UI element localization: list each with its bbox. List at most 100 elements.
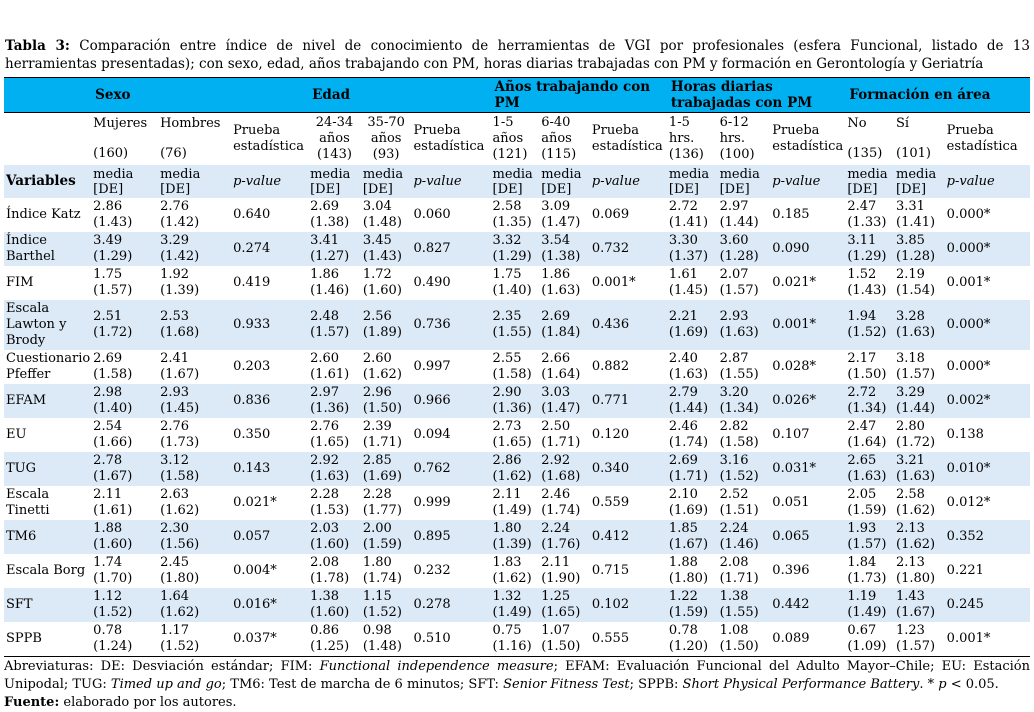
mean-sd-cell: 2.13 (1.62) <box>894 520 945 554</box>
cell-line: (1.69) <box>362 469 402 484</box>
cell-line: 2.76 <box>160 419 190 434</box>
cell-line: (1.71) <box>362 435 402 450</box>
column-header-line: 24-34 <box>315 115 354 130</box>
p-value-cell: 0.138 <box>945 418 1030 452</box>
mean-sd-cell: 1.84 (1.73) <box>845 554 894 588</box>
variable-name-line: FIM <box>6 275 34 290</box>
mean-sd-cell: 3.09 (1.47) <box>539 198 590 232</box>
media-de-line: [DE] <box>362 181 393 197</box>
column-header: Prueba estadística <box>231 113 308 166</box>
p-value-cell: 0.933 <box>231 300 308 350</box>
variable-name: TUG <box>4 452 91 486</box>
column-header: 35-70 años (93) <box>361 113 412 166</box>
cell-line: 0.836 <box>233 393 271 408</box>
cell-line: 2.66 <box>541 351 571 366</box>
cell-line: 1.93 <box>847 521 877 536</box>
p-value-cell: 0.715 <box>590 554 667 588</box>
cell-line: 0.86 <box>310 623 340 638</box>
p-value-cell: 0.031* <box>770 452 845 486</box>
p-value-cell: 0.771 <box>590 384 667 418</box>
mean-sd-cell: 1.88 (1.60) <box>91 520 158 554</box>
p-value-cell: 0.221 <box>945 554 1030 588</box>
column-header: 24-34 años (143) <box>308 113 361 166</box>
cell-line: 2.28 <box>362 487 392 502</box>
p-value-cell: 0.000* <box>945 350 1030 384</box>
cell-line: 3.31 <box>896 199 925 214</box>
variable-name-line: Índice <box>6 233 47 248</box>
mean-sd-cell: 2.10 (1.69) <box>667 486 718 520</box>
cell-line: 0.010* <box>946 461 991 476</box>
column-header: Prueba estadística <box>411 113 490 166</box>
mean-sd-cell: 2.97 (1.44) <box>718 198 771 232</box>
media-de-line: [DE] <box>541 181 572 197</box>
cell-line: 0.102 <box>591 597 630 612</box>
mean-sd-cell: 1.12 (1.52) <box>91 588 158 622</box>
cell-line: 1.74 <box>93 555 123 570</box>
cell-line: (1.52) <box>362 605 402 620</box>
cell-line: 0.016* <box>233 597 277 612</box>
cell-line: 0.352 <box>946 529 984 544</box>
column-header-line: Mujeres <box>93 116 148 131</box>
group-header-edad: Edad <box>308 77 491 113</box>
cell-line: (1.52) <box>847 325 887 340</box>
cell-line: 0.78 <box>668 623 698 638</box>
cell-line: (1.58) <box>719 435 759 450</box>
column-header-line: (160) <box>93 146 129 161</box>
p-value-cell: 0.094 <box>411 418 490 452</box>
cell-line: 0.185 <box>772 207 810 222</box>
media-de-line: media <box>160 166 201 182</box>
abbreviations-note: Abreviaturas: DE: Desviación estándar; F… <box>4 658 1030 693</box>
column-header-line: Hombres <box>160 116 221 131</box>
mean-sd-cell: 2.78 (1.67) <box>91 452 158 486</box>
cell-line: (1.84) <box>541 325 581 340</box>
cell-line: (1.67) <box>93 469 133 484</box>
mean-sd-cell: 3.41 (1.27) <box>308 232 361 266</box>
column-header-line: (135) <box>847 146 883 161</box>
cell-line: 0.060 <box>413 207 451 222</box>
p-value-cell: 0.340 <box>590 452 667 486</box>
cell-line: 1.85 <box>668 521 698 536</box>
cell-line: 2.35 <box>492 309 522 324</box>
cell-line: 2.30 <box>160 521 190 536</box>
variable-name: FIM <box>4 266 91 300</box>
mean-sd-cell: 3.18 (1.57) <box>894 350 945 384</box>
group-header-sexo: Sexo <box>91 77 309 113</box>
cell-line: 2.72 <box>668 199 698 214</box>
mean-sd-cell: 2.65 (1.63) <box>845 452 894 486</box>
cell-line: 1.22 <box>668 589 698 604</box>
cell-line: (1.36) <box>492 401 532 416</box>
mean-sd-cell: 1.32 (1.49) <box>491 588 540 622</box>
column-header-line: Prueba <box>591 123 639 138</box>
cell-line: 0.000* <box>946 241 991 256</box>
mean-sd-cell: 2.24 (1.76) <box>539 520 590 554</box>
cell-line: (1.56) <box>160 537 200 552</box>
cell-line: 0.274 <box>233 241 271 256</box>
cell-line: 1.08 <box>719 623 749 638</box>
p-value-cell: 0.436 <box>590 300 667 350</box>
cell-line: 0.031* <box>772 461 817 476</box>
mean-sd-cell: 3.16 (1.52) <box>718 452 771 486</box>
variable-name-line: Brody <box>6 333 46 348</box>
variable-name-line: Lawton y <box>6 317 67 332</box>
mean-sd-cell: 1.94 (1.52) <box>845 300 894 350</box>
media-de-header: media [DE] <box>666 165 718 198</box>
cell-line: (1.53) <box>310 503 350 518</box>
cell-line: 1.84 <box>847 555 877 570</box>
p-value-cell: 0.143 <box>231 452 308 486</box>
cell-line: (1.60) <box>310 605 350 620</box>
media-de-line: media <box>310 166 351 182</box>
cell-line: 2.85 <box>362 453 392 468</box>
cell-line: (1.55) <box>492 325 532 340</box>
mean-sd-cell: 2.08 (1.71) <box>718 554 771 588</box>
media-de-header: media [DE] <box>158 165 232 198</box>
p-value-cell: 0.882 <box>590 350 667 384</box>
cell-line: 2.19 <box>896 267 925 282</box>
footnote-segment: Abreviaturas: DE: Desviación estándar; F… <box>4 659 320 674</box>
cell-line: (1.63) <box>668 367 709 382</box>
media-de-line: media <box>93 166 134 182</box>
column-header-line: estadística <box>413 139 485 154</box>
table-row: FIM 1.75 (1.57) 1.92 (1.39) 0.419 1.86 (1.46) 1.… <box>4 266 1030 300</box>
cell-line: 1.86 <box>310 267 340 282</box>
p-value-cell: 0.555 <box>589 622 667 657</box>
cell-line: 0.412 <box>591 529 630 544</box>
